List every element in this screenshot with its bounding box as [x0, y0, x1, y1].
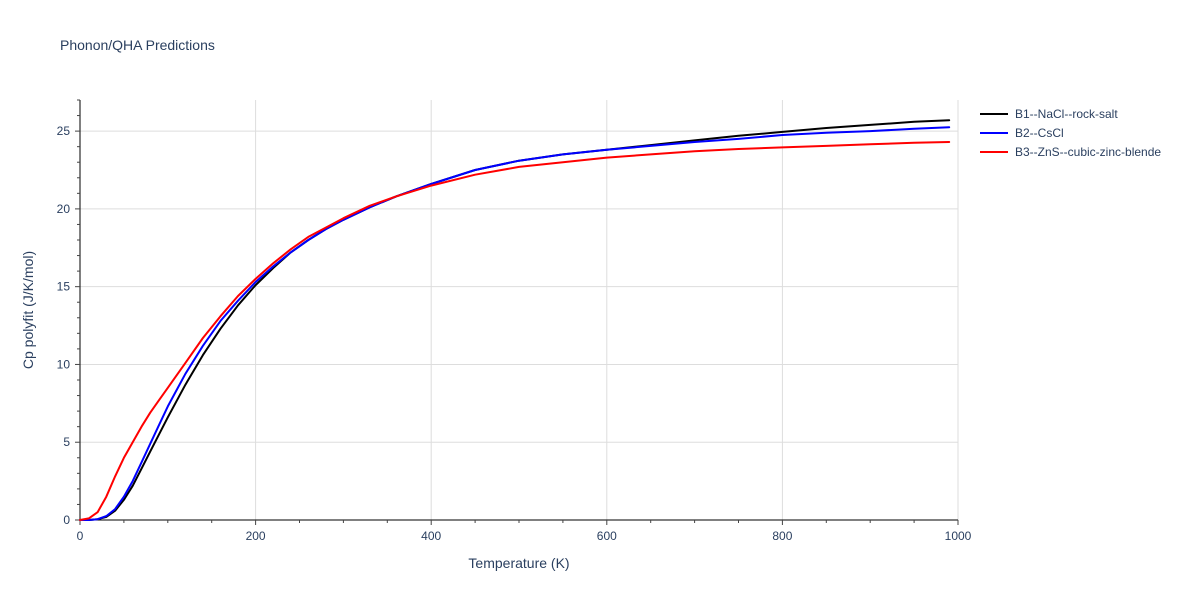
- legend-item-1[interactable]: B1--NaCl--rock-salt: [980, 107, 1118, 121]
- legend-label: B1--NaCl--rock-salt: [1015, 107, 1118, 121]
- x-tick-label: 800: [772, 529, 792, 543]
- grid: [80, 100, 959, 520]
- y-tick-label: 15: [57, 280, 71, 294]
- y-tick-label: 20: [57, 202, 71, 216]
- legend-label: B2--CsCl: [1015, 126, 1064, 140]
- x-tick-label: 1000: [945, 529, 972, 543]
- chart-title: Phonon/QHA Predictions: [60, 37, 215, 53]
- y-tick-label: 10: [57, 357, 71, 371]
- x-tick-label: 0: [77, 529, 84, 543]
- x-tick-label: 600: [597, 529, 617, 543]
- legend[interactable]: B1--NaCl--rock-salt B2--CsCl B3--ZnS--cubi…: [980, 107, 1161, 159]
- y-axis-ticks: 0 5 10 15 20 25: [57, 99, 80, 527]
- legend-item-3[interactable]: B3--ZnS--cubic-zinc-blende: [980, 145, 1161, 159]
- legend-item-2[interactable]: B2--CsCl: [980, 126, 1064, 140]
- y-tick-label: 25: [57, 124, 71, 138]
- series-lines: [79, 119, 951, 521]
- series-line-3: [79, 141, 951, 521]
- legend-label: B3--ZnS--cubic-zinc-blende: [1015, 145, 1161, 159]
- y-axis-title: Cp polyfit (J/K/mol): [20, 251, 36, 369]
- x-axis-title: Temperature (K): [468, 555, 569, 571]
- y-tick-label: 0: [63, 513, 70, 527]
- x-tick-label: 200: [246, 529, 266, 543]
- x-axis-ticks: 0 200 400 600 800 1000: [77, 520, 972, 543]
- y-tick-label: 5: [63, 435, 70, 449]
- series-line-2: [79, 126, 951, 521]
- x-tick-label: 400: [421, 529, 441, 543]
